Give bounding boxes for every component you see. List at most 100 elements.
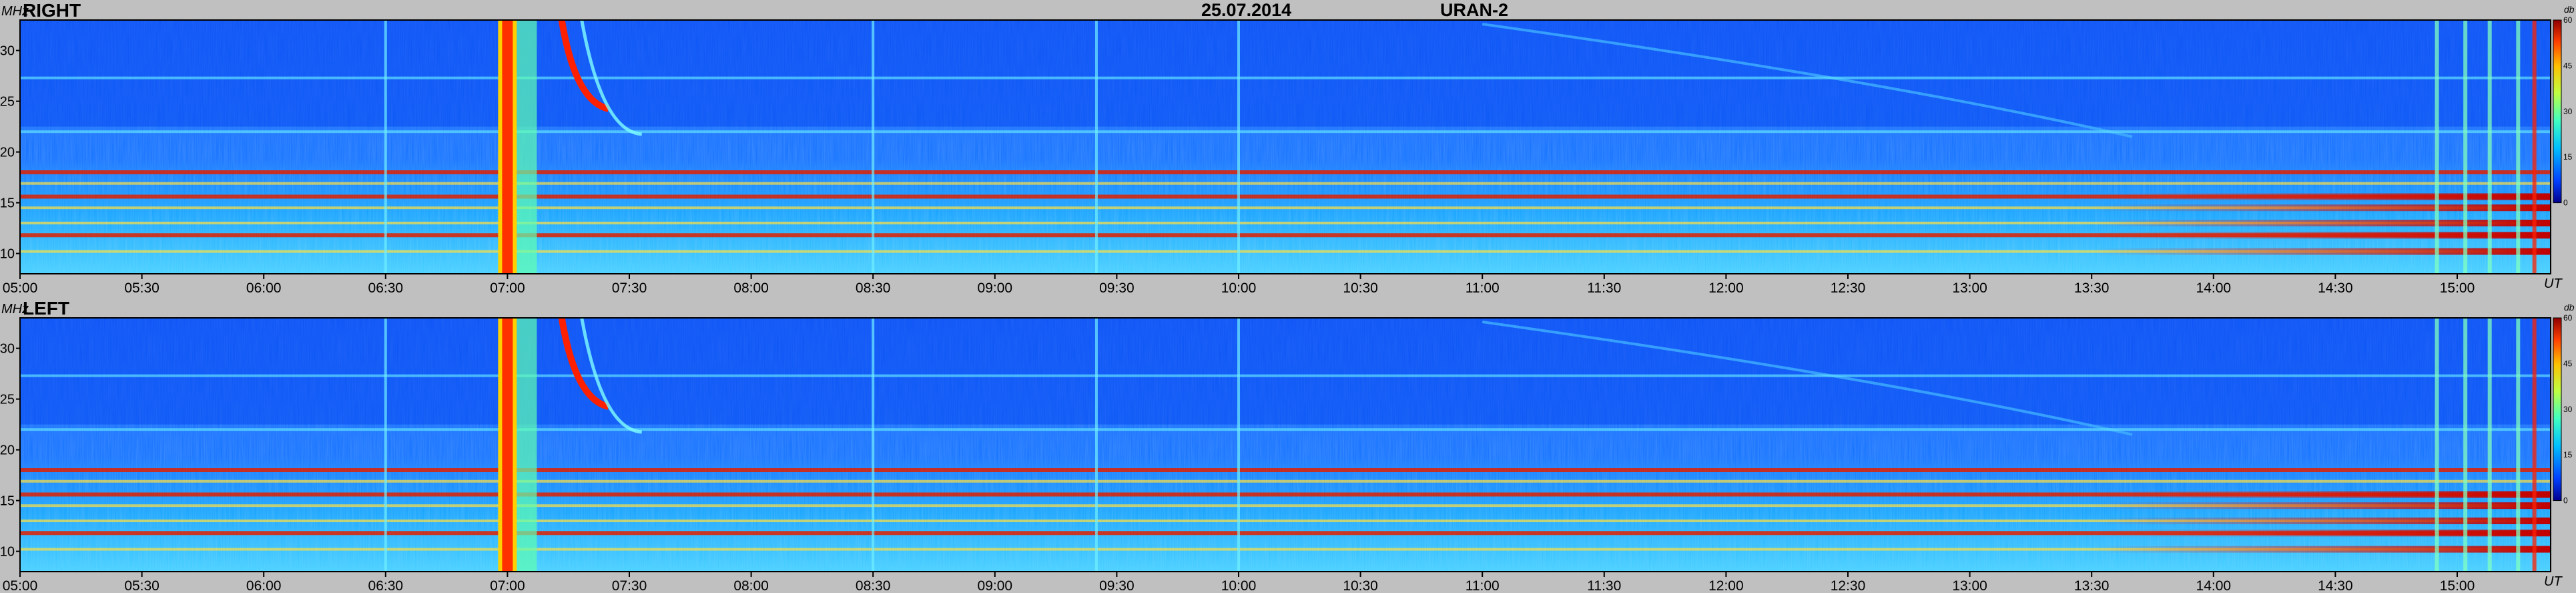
band-intensification bbox=[2091, 248, 2551, 255]
x-tick-label: 08:30 bbox=[856, 280, 891, 296]
interference-column bbox=[2516, 318, 2521, 572]
drift-burst bbox=[558, 317, 610, 410]
x-tick-label: 07:00 bbox=[490, 578, 525, 593]
date-label: 25.07.2014 bbox=[1201, 0, 1292, 20]
x-tick-label: 12:30 bbox=[1831, 578, 1866, 593]
interference-column bbox=[2463, 20, 2468, 274]
band-line bbox=[20, 520, 2551, 522]
burst-core bbox=[502, 20, 513, 274]
x-tick-label: 05:00 bbox=[3, 578, 38, 593]
y-tick-label: 15 bbox=[0, 196, 15, 211]
panel-left: 10 15 20 25 30 05:00 05:30 06:00 06:30 07:00 07:30… bbox=[0, 313, 2573, 593]
interference-column bbox=[2435, 20, 2439, 274]
bottom-x-unit-label: UT bbox=[2544, 574, 2562, 589]
x-tick-label: 07:30 bbox=[612, 578, 647, 593]
colorbar-tick-label: 60 bbox=[2563, 313, 2573, 323]
colorbar-tick-label: 0 bbox=[2563, 198, 2568, 208]
x-tick-label: 12:00 bbox=[1708, 280, 1744, 296]
y-tick-label: 30 bbox=[0, 342, 15, 357]
band-intensification bbox=[2091, 193, 2551, 200]
band-line bbox=[20, 170, 2551, 174]
band-line bbox=[20, 194, 2551, 199]
x-tick-label: 08:30 bbox=[856, 578, 891, 593]
band-line bbox=[20, 233, 2551, 238]
colorbar-tick-label: 30 bbox=[2563, 107, 2573, 116]
vertical-spike bbox=[1094, 20, 1098, 274]
bottom-y-unit-label: MHz bbox=[1, 302, 29, 317]
top-x-unit-label: UT bbox=[2544, 276, 2562, 291]
top-y-unit-label: MHz bbox=[1, 4, 29, 19]
band-intensification bbox=[2091, 518, 2551, 524]
x-tick-label: 11:00 bbox=[1466, 578, 1500, 593]
y-tick-label: 10 bbox=[0, 545, 15, 560]
x-tick-label: 11:30 bbox=[1587, 280, 1621, 296]
band-line bbox=[20, 479, 2551, 483]
x-tick-label: 06:00 bbox=[246, 578, 282, 593]
y-tick-label: 20 bbox=[0, 146, 15, 160]
x-tick-label: 05:00 bbox=[3, 280, 38, 296]
band-line bbox=[20, 504, 2551, 508]
x-tick-label: 09:00 bbox=[978, 280, 1013, 296]
band-line bbox=[20, 428, 2551, 431]
x-tick-label: 06:30 bbox=[368, 280, 404, 296]
colorbar bbox=[2553, 19, 2562, 204]
interference-column bbox=[2435, 318, 2439, 572]
x-tick-label: 14:00 bbox=[2196, 280, 2232, 296]
band-line bbox=[20, 531, 2551, 536]
x-tick-label: 11:30 bbox=[1587, 578, 1621, 593]
interference-column bbox=[2532, 318, 2537, 572]
y-tick-label: 10 bbox=[0, 247, 15, 262]
x-tick-label: 09:30 bbox=[1099, 578, 1135, 593]
x-tick-label: 11:00 bbox=[1466, 280, 1500, 296]
x-tick-label: 12:00 bbox=[1708, 578, 1744, 593]
colorbar-tick-label: 15 bbox=[2563, 152, 2573, 162]
high-frequency-region bbox=[20, 318, 2551, 425]
colorbar-tick-label: 45 bbox=[2563, 61, 2573, 70]
vertical-spike bbox=[1237, 318, 1241, 572]
x-tick-label: 09:00 bbox=[978, 578, 1013, 593]
colorbar-tick-label: 30 bbox=[2563, 405, 2573, 414]
y-tick-label: 30 bbox=[0, 44, 15, 59]
drift-burst bbox=[580, 317, 642, 434]
x-tick-label: 13:00 bbox=[1952, 578, 1987, 593]
band-line bbox=[20, 374, 2551, 377]
burst-core bbox=[502, 318, 513, 572]
y-tick-label: 25 bbox=[0, 95, 15, 110]
band-line bbox=[20, 250, 2551, 253]
vertical-spike bbox=[1237, 20, 1241, 274]
drift-burst bbox=[580, 19, 642, 136]
x-tick-label: 07:00 bbox=[490, 280, 525, 296]
bottom-colorbar-unit-label: db bbox=[2564, 302, 2575, 313]
top-colorbar-unit-label: db bbox=[2564, 4, 2575, 15]
x-tick-label: 14:30 bbox=[2318, 578, 2353, 593]
band-line bbox=[20, 206, 2551, 210]
drift-trace bbox=[1482, 321, 2133, 436]
band-line bbox=[20, 548, 2551, 551]
x-tick-label: 09:30 bbox=[1099, 280, 1135, 296]
drift-burst bbox=[558, 19, 610, 112]
band-intensification bbox=[2091, 502, 2551, 510]
band-line bbox=[20, 468, 2551, 472]
colorbar-tick-label: 60 bbox=[2563, 15, 2573, 25]
x-tick-label: 08:00 bbox=[733, 578, 769, 593]
x-tick-label: 14:00 bbox=[2196, 578, 2232, 593]
y-tick-label: 25 bbox=[0, 393, 15, 407]
band-intensification bbox=[2091, 546, 2551, 553]
x-tick-label: 10:30 bbox=[1343, 578, 1378, 593]
band-intensification bbox=[2091, 530, 2551, 537]
band-intensification bbox=[2091, 220, 2551, 226]
y-tick-label: 15 bbox=[0, 494, 15, 509]
x-tick-label: 13:30 bbox=[2074, 578, 2110, 593]
vertical-spike bbox=[872, 20, 875, 274]
panel-right: 10 15 20 25 30 05:00 05:30 06:00 06:30 07:00 07:30… bbox=[0, 15, 2573, 296]
interference-column bbox=[2487, 20, 2492, 274]
vertical-spike bbox=[1094, 318, 1098, 572]
colorbar bbox=[2553, 317, 2562, 502]
x-tick-label: 13:30 bbox=[2074, 280, 2110, 296]
drift-trace bbox=[1482, 23, 2133, 138]
x-tick-label: 08:00 bbox=[733, 280, 769, 296]
band-intensification bbox=[2091, 491, 2551, 498]
vertical-spike bbox=[872, 318, 875, 572]
interference-column bbox=[2516, 20, 2521, 274]
